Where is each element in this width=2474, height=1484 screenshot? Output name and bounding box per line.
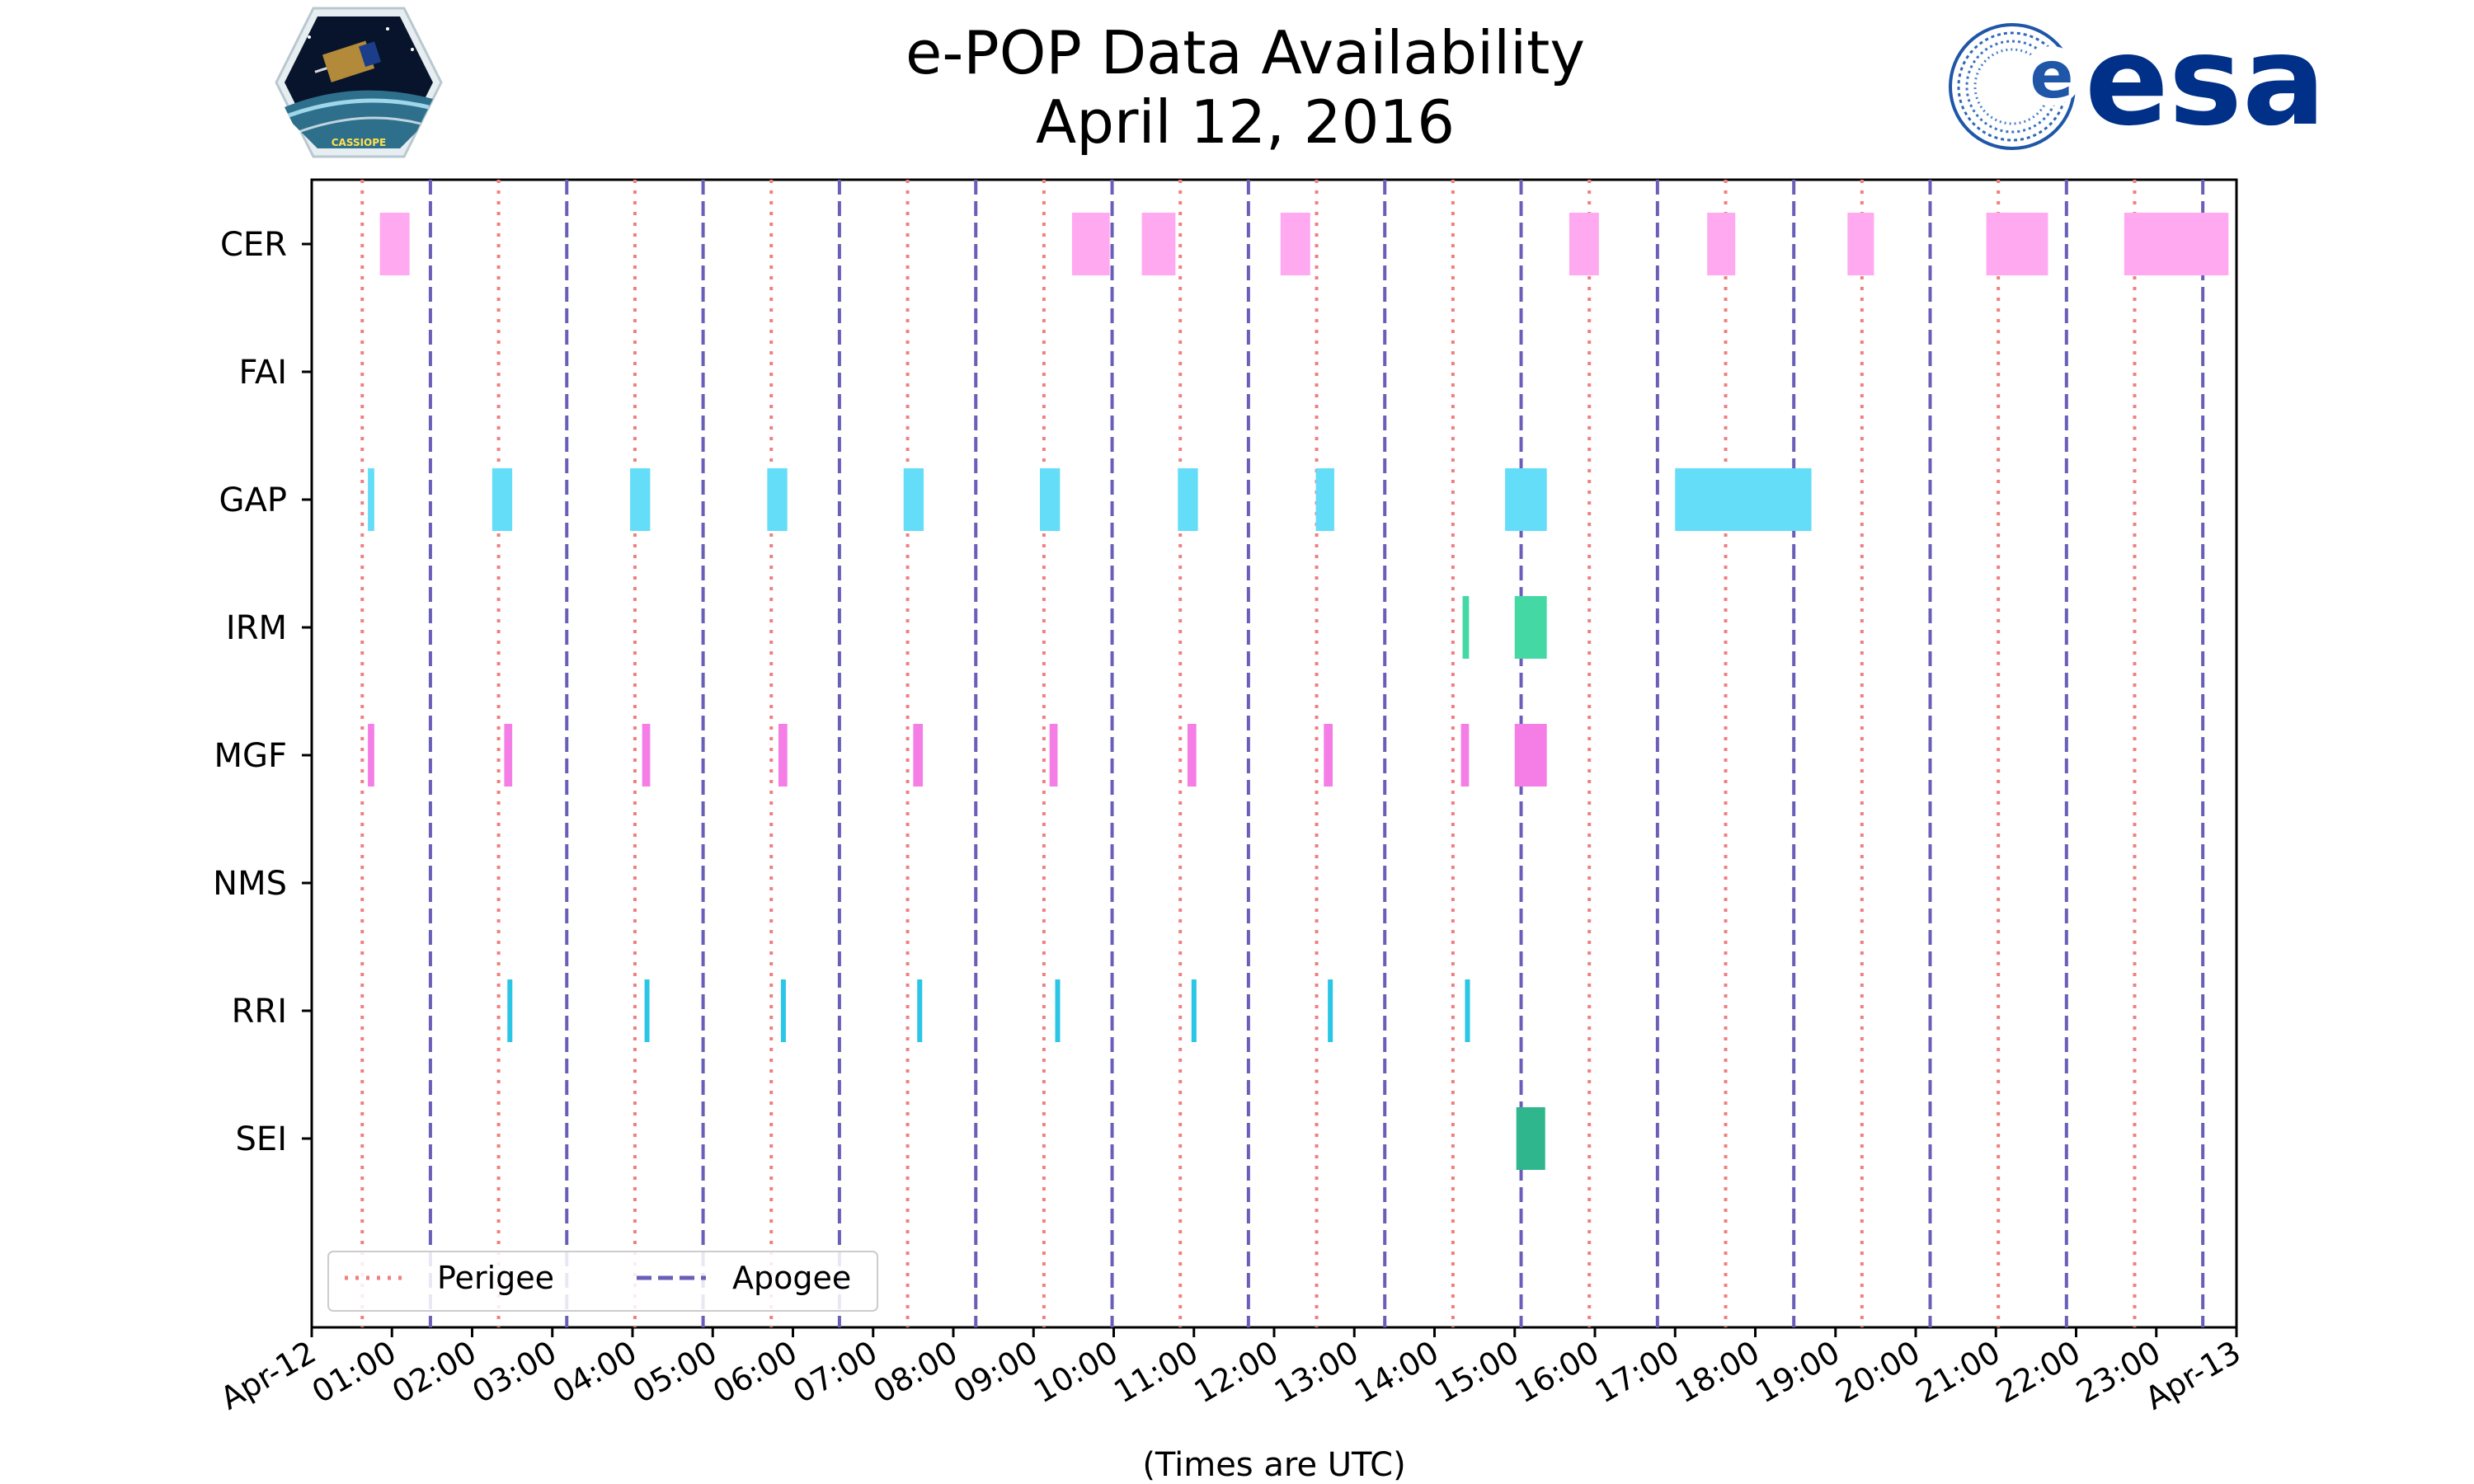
availability-bar-cer bbox=[1707, 213, 1736, 275]
availability-bar-mgf bbox=[1324, 724, 1333, 787]
availability-bar-cer bbox=[1569, 213, 1599, 275]
availability-bar-rri bbox=[780, 979, 786, 1042]
x-tick-label: 05:00 bbox=[627, 1334, 723, 1411]
x-tick-label: 12:00 bbox=[1188, 1334, 1285, 1411]
esa-logo: e esa bbox=[1949, 10, 2326, 153]
availability-bar-cer bbox=[379, 213, 410, 275]
x-tick-label: 08:00 bbox=[868, 1334, 964, 1411]
availability-bar-cer bbox=[1847, 213, 1874, 275]
mission-logo-label: CASSIOPE bbox=[332, 137, 387, 148]
availability-bar-mgf bbox=[642, 724, 651, 787]
availability-bar-gap bbox=[1040, 468, 1061, 531]
chart-legend: Perigee Apogee bbox=[327, 1251, 878, 1312]
x-tick-label: 10:00 bbox=[1028, 1334, 1124, 1411]
availability-bar-mgf bbox=[1049, 724, 1058, 787]
availability-bar-mgf bbox=[504, 724, 513, 787]
availability-bar-rri bbox=[644, 979, 650, 1042]
legend-apogee-label: Apogee bbox=[732, 1260, 851, 1296]
availability-bar-mgf bbox=[1514, 724, 1547, 787]
availability-bar-gap bbox=[1315, 468, 1334, 531]
availability-bar-rri bbox=[507, 979, 513, 1042]
availability-bar-mgf bbox=[1460, 724, 1470, 787]
legend-perigee-label: Perigee bbox=[437, 1260, 554, 1296]
availability-bar-mgf bbox=[913, 724, 924, 787]
x-tick-label: 22:00 bbox=[1990, 1334, 2086, 1411]
availability-bar-cer bbox=[1071, 213, 1110, 275]
chart-title: e-POP Data Availability April 12, 2016 bbox=[742, 18, 1748, 157]
availability-bar-rri bbox=[1328, 979, 1333, 1042]
x-tick-label: 11:00 bbox=[1108, 1334, 1204, 1411]
x-tick-label: 14:00 bbox=[1348, 1334, 1445, 1411]
y-tick-label: NMS bbox=[213, 865, 287, 903]
x-tick-label: 01:00 bbox=[306, 1334, 402, 1411]
x-tick-label: 18:00 bbox=[1669, 1334, 1766, 1411]
availability-bar-irm bbox=[1514, 596, 1547, 659]
y-tick-label: FAI bbox=[239, 354, 288, 392]
x-axis-label: (Times are UTC) bbox=[1142, 1446, 1405, 1484]
availability-bar-cer bbox=[1141, 213, 1176, 275]
y-tick-label: SEI bbox=[236, 1120, 287, 1158]
availability-bar-cer bbox=[1986, 213, 2048, 275]
availability-bar-rri bbox=[1465, 979, 1470, 1042]
x-tick-label: 16:00 bbox=[1509, 1334, 1606, 1411]
x-tick-label: 02:00 bbox=[386, 1334, 482, 1411]
y-tick-label: MGF bbox=[214, 737, 287, 775]
x-tick-label: 21:00 bbox=[1910, 1334, 2006, 1411]
x-tick-label: 03:00 bbox=[466, 1334, 562, 1411]
availability-bar-rri bbox=[1055, 979, 1061, 1042]
x-tick-label: 20:00 bbox=[1830, 1334, 1926, 1411]
availability-bar-gap bbox=[1505, 468, 1547, 531]
esa-logo-text: esa bbox=[2085, 10, 2326, 153]
availability-bar-gap bbox=[903, 468, 924, 531]
y-tick-label: GAP bbox=[219, 481, 287, 519]
availability-bar-cer bbox=[1280, 213, 1310, 275]
x-tick-label: 19:00 bbox=[1749, 1334, 1846, 1411]
x-tick-label: 07:00 bbox=[787, 1334, 883, 1411]
availability-bar-gap bbox=[630, 468, 651, 531]
availability-bar-gap bbox=[1675, 468, 1812, 531]
availability-bar-sei bbox=[1516, 1107, 1545, 1170]
y-tick-label: CER bbox=[220, 226, 287, 264]
y-tick-label: RRI bbox=[232, 993, 287, 1031]
plot-area bbox=[310, 178, 2238, 1329]
x-tick-label: 13:00 bbox=[1268, 1334, 1365, 1411]
availability-bar-gap bbox=[368, 468, 374, 531]
availability-bar-gap bbox=[1178, 468, 1198, 531]
x-tick-label: 09:00 bbox=[948, 1334, 1044, 1411]
x-tick-label: 15:00 bbox=[1428, 1334, 1525, 1411]
x-tick-label: 06:00 bbox=[707, 1334, 803, 1411]
chart-subtitle: April 12, 2016 bbox=[1035, 87, 1456, 157]
availability-bar-rri bbox=[1191, 979, 1197, 1042]
x-tick-label: 04:00 bbox=[547, 1334, 643, 1411]
chart-title-main: e-POP Data Availability bbox=[905, 18, 1585, 87]
availability-bar-rri bbox=[917, 979, 923, 1042]
x-tick-label: Apr-12 bbox=[214, 1334, 322, 1417]
cassiope-mission-logo: CASSIOPE bbox=[275, 7, 443, 158]
y-tick-label: IRM bbox=[226, 609, 287, 647]
availability-bar-mgf bbox=[778, 724, 788, 787]
availability-bar-gap bbox=[767, 468, 788, 531]
availability-bar-mgf bbox=[1187, 724, 1197, 787]
svg-text:e: e bbox=[2030, 39, 2074, 113]
availability-bar-cer bbox=[2124, 213, 2229, 275]
x-tick-label: 17:00 bbox=[1589, 1334, 1686, 1411]
availability-bar-irm bbox=[1462, 596, 1470, 659]
availability-bar-mgf bbox=[368, 724, 374, 787]
availability-bar-gap bbox=[492, 468, 513, 531]
